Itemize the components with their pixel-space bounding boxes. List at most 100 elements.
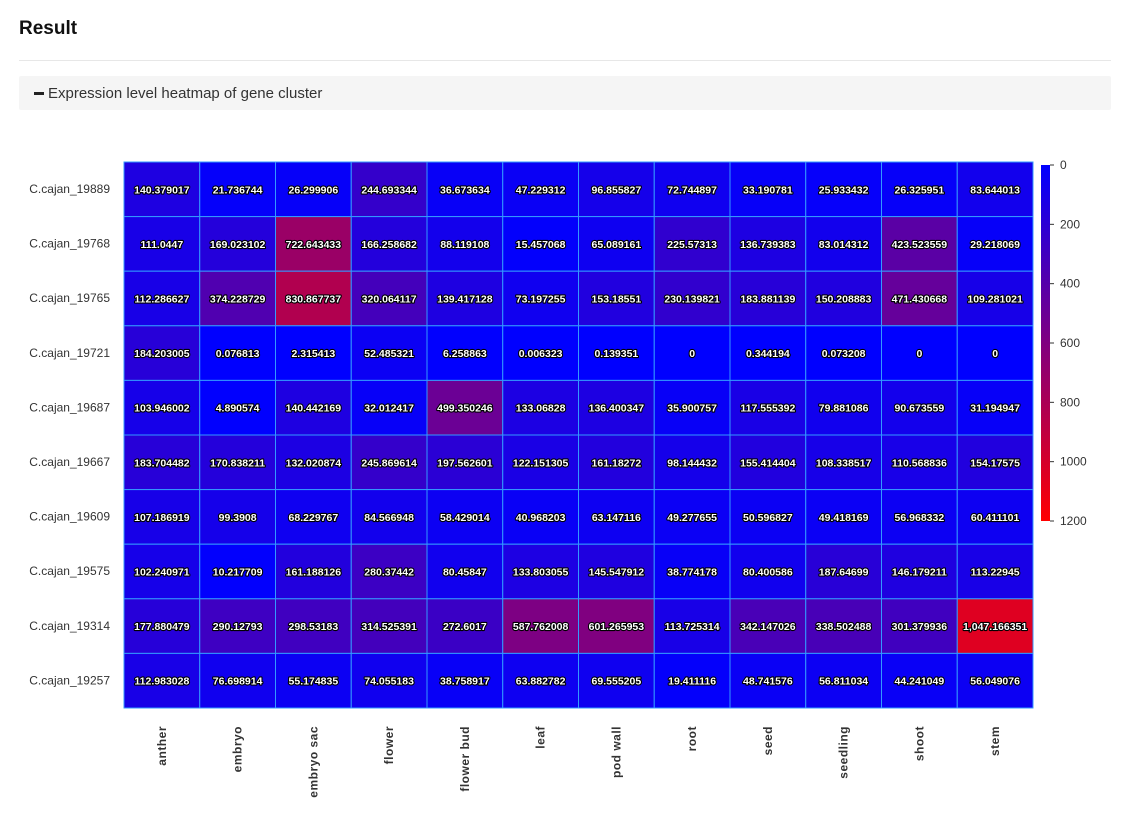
column-label: stem bbox=[988, 726, 1002, 756]
row-label: C.cajan_19257 bbox=[29, 673, 110, 687]
row-label: C.cajan_19721 bbox=[29, 346, 110, 360]
heatmap-cell bbox=[881, 325, 958, 381]
heatmap-cell bbox=[199, 489, 276, 545]
row-label: C.cajan_19609 bbox=[29, 510, 110, 524]
cell-value-label: 136.739383 bbox=[740, 239, 796, 251]
heatmap-panel-toggle[interactable]: Expression level heatmap of gene cluster bbox=[19, 76, 1111, 110]
cell-value-label: 49.277655 bbox=[667, 512, 717, 524]
cell-value-label: 6.258863 bbox=[443, 348, 487, 360]
cell-value-label: 79.881086 bbox=[819, 403, 869, 415]
heatmap-cell bbox=[123, 598, 201, 654]
heatmap-cell bbox=[502, 325, 579, 381]
row-label: C.cajan_19768 bbox=[29, 237, 110, 251]
cell-value-label: 110.568836 bbox=[892, 457, 947, 469]
heatmap-cell bbox=[199, 434, 276, 491]
heatmap-cell bbox=[426, 598, 504, 654]
collapse-minus-icon bbox=[34, 91, 44, 95]
column-label: anther bbox=[155, 726, 169, 766]
heatmap-cell bbox=[350, 270, 428, 327]
cell-value-label: 76.698914 bbox=[213, 676, 263, 688]
cell-value-label: 4.890574 bbox=[216, 403, 260, 415]
heatmap-cell bbox=[956, 652, 1034, 709]
page-title: Result bbox=[19, 18, 78, 39]
color-scale-bar bbox=[1041, 165, 1050, 521]
row-label: C.cajan_19314 bbox=[29, 619, 110, 633]
cell-value-label: 52.485321 bbox=[364, 348, 414, 360]
cell-value-label: 83.644013 bbox=[970, 184, 1020, 196]
cell-value-label: 0.076813 bbox=[216, 348, 260, 360]
scale-tick-label: 1200 bbox=[1060, 514, 1087, 528]
heatmap-cell bbox=[653, 652, 731, 709]
cell-value-label: 183.881139 bbox=[740, 294, 795, 306]
heatmap-cell bbox=[502, 161, 579, 218]
cell-value-label: 33.190781 bbox=[743, 184, 793, 196]
heatmap-cell bbox=[578, 325, 655, 381]
heatmap-cell bbox=[881, 598, 958, 654]
heatmap-cell bbox=[502, 489, 579, 545]
cell-value-label: 122.151305 bbox=[513, 457, 569, 469]
heatmap-cell bbox=[653, 270, 731, 327]
cell-value-label: 0.006323 bbox=[519, 348, 563, 360]
cell-value-label: 2.315413 bbox=[291, 348, 335, 360]
heatmap-cell bbox=[578, 379, 655, 436]
heatmap-cell bbox=[275, 161, 352, 218]
column-label: root bbox=[685, 726, 699, 751]
heatmap-cell bbox=[502, 434, 579, 491]
cell-value-label: 63.147116 bbox=[592, 512, 641, 524]
cell-value-label: 225.57313 bbox=[667, 239, 717, 251]
cell-value-label: 72.744897 bbox=[667, 184, 717, 196]
heatmap-cell bbox=[199, 161, 276, 218]
cell-value-label: 177.880479 bbox=[134, 621, 190, 633]
cell-value-label: 0 bbox=[916, 348, 922, 360]
heatmap-cell bbox=[578, 652, 655, 709]
heatmap-cells: 140.379017 21.736744 26.299906 244.693344 36… bbox=[123, 161, 1034, 709]
heatmap-cell bbox=[956, 598, 1034, 654]
heatmap-cell bbox=[881, 543, 958, 600]
heatmap-cell bbox=[653, 434, 731, 491]
cell-value-label: 0.139351 bbox=[594, 348, 638, 360]
heatmap-cell bbox=[805, 543, 882, 600]
cell-value-label: 58.429014 bbox=[440, 512, 490, 524]
heatmap-cell bbox=[426, 489, 504, 545]
cell-value-label: 88.119108 bbox=[440, 239, 489, 251]
heatmap-cell bbox=[123, 325, 201, 381]
cell-value-label: 117.555392 bbox=[740, 403, 795, 415]
cell-value-label: 49.418169 bbox=[819, 512, 869, 524]
cell-value-label: 830.867737 bbox=[286, 294, 342, 306]
heatmap-cell bbox=[275, 489, 352, 545]
heatmap-cell bbox=[653, 598, 731, 654]
cell-value-label: 133.803055 bbox=[513, 567, 569, 579]
heatmap-cell bbox=[123, 543, 201, 600]
cell-value-label: 133.06828 bbox=[516, 403, 566, 415]
cell-value-label: 32.012417 bbox=[364, 403, 414, 415]
cell-value-label: 90.673559 bbox=[895, 403, 945, 415]
cell-value-label: 65.089161 bbox=[592, 239, 642, 251]
column-label: leaf bbox=[534, 726, 548, 749]
cell-value-label: 1,047.166351 bbox=[963, 621, 1027, 633]
scale-tick-label: 0 bbox=[1060, 158, 1067, 172]
heatmap-cell bbox=[123, 379, 201, 436]
heatmap-cell bbox=[350, 379, 428, 436]
cell-value-label: 471.430668 bbox=[892, 294, 948, 306]
cell-value-label: 25.933432 bbox=[819, 184, 869, 196]
color-scale-legend: 0 200 400 600 800 1000 1200 bbox=[1041, 158, 1087, 528]
cell-value-label: 96.855827 bbox=[592, 184, 642, 196]
cell-value-label: 301.379936 bbox=[892, 621, 948, 633]
divider bbox=[19, 60, 1111, 61]
cell-value-label: 44.241049 bbox=[895, 676, 945, 688]
cell-value-label: 103.946002 bbox=[134, 403, 190, 415]
cell-value-label: 112.983028 bbox=[134, 676, 189, 688]
row-label: C.cajan_19667 bbox=[29, 455, 110, 469]
cell-value-label: 74.055183 bbox=[364, 676, 414, 688]
cell-value-label: 107.186919 bbox=[134, 512, 190, 524]
heatmap-cell bbox=[805, 270, 882, 327]
cell-value-label: 139.417128 bbox=[437, 294, 493, 306]
cell-value-label: 47.229312 bbox=[516, 184, 566, 196]
column-label: seed bbox=[761, 726, 775, 755]
cell-value-label: 68.229767 bbox=[289, 512, 339, 524]
cell-value-label: 161.18272 bbox=[592, 457, 642, 469]
heatmap-cell bbox=[729, 270, 807, 327]
cell-value-label: 342.147026 bbox=[740, 621, 796, 633]
cell-value-label: 50.596827 bbox=[743, 512, 793, 524]
cell-value-label: 153.18551 bbox=[592, 294, 642, 306]
